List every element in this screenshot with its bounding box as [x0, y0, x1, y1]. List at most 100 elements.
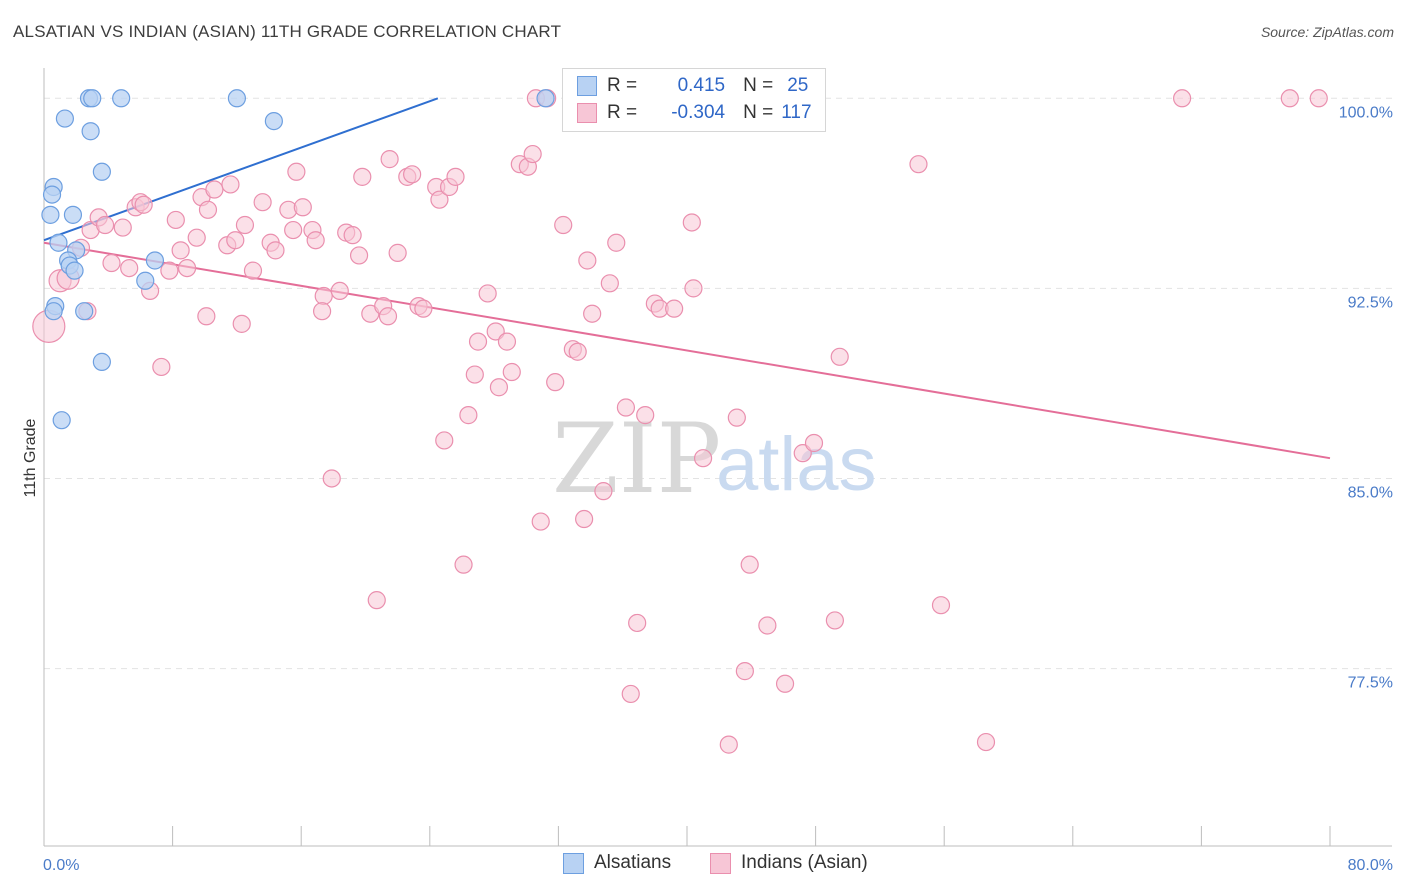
legend-item-alsatians: Alsatians: [563, 852, 671, 874]
x-tick-label: 0.0%: [43, 857, 79, 874]
data-point-indians: [435, 431, 454, 450]
legend-swatch-alsatians: [577, 76, 597, 96]
grid-lines: [44, 97, 1392, 670]
data-point-indians: [459, 406, 478, 425]
y-tick-label: 77.5%: [1348, 675, 1393, 692]
data-point-indians: [546, 373, 565, 392]
data-point-indians: [134, 195, 153, 214]
data-point-indians: [684, 279, 703, 298]
data-point-indians: [266, 241, 285, 260]
data-point-indians: [804, 433, 824, 453]
data-point-indians: [600, 274, 619, 293]
data-point-indians: [830, 347, 849, 366]
data-point-alsatians: [42, 185, 62, 204]
legend-n-value: 25: [787, 75, 809, 96]
data-point-alsatians: [44, 302, 63, 321]
data-point-alsatians: [41, 205, 60, 224]
data-point-indians: [312, 302, 332, 321]
data-point-alsatians: [92, 352, 111, 371]
data-point-indians: [740, 555, 759, 574]
data-point-indians: [349, 246, 369, 265]
data-point-indians: [322, 469, 341, 488]
legend-swatch-alsatians: [563, 852, 584, 874]
series-indians-points: [32, 89, 1328, 754]
data-point-indians: [187, 228, 206, 247]
data-point-indians: [287, 162, 306, 181]
data-point-indians: [306, 231, 325, 250]
legend-r-value: -0.304: [671, 102, 726, 123]
data-point-indians: [523, 144, 542, 164]
data-point-indians: [568, 342, 587, 361]
series-alsatians-points: [41, 89, 555, 430]
data-point-indians: [758, 616, 777, 635]
data-point-indians: [502, 362, 521, 382]
x-tick-label: 80.0%: [1348, 857, 1393, 874]
data-point-indians: [221, 175, 240, 194]
data-point-indians: [152, 357, 171, 377]
data-point-alsatians: [145, 251, 165, 270]
axes: [43, 68, 1392, 847]
data-point-indians: [825, 611, 844, 630]
data-point-indians: [976, 732, 996, 752]
y-tick-label: 92.5%: [1348, 294, 1393, 311]
data-point-indians: [454, 555, 473, 574]
y-axis-label: 11th Grade: [22, 418, 39, 497]
data-point-alsatians: [49, 233, 68, 252]
data-point-indians: [446, 167, 465, 186]
data-point-alsatians: [264, 111, 283, 131]
data-point-indians: [414, 299, 433, 318]
data-point-indians: [719, 735, 738, 754]
data-point-indians: [478, 284, 497, 303]
legend-r-label: R =: [607, 102, 638, 123]
legend-n-label: N =: [743, 102, 774, 123]
trend-line-alsatians: [43, 97, 439, 242]
data-point-indians: [1280, 89, 1299, 108]
data-point-indians: [486, 322, 505, 341]
data-point-indians: [909, 155, 928, 174]
data-point-indians: [531, 512, 550, 531]
data-point-indians: [293, 198, 312, 217]
data-point-indians: [378, 307, 398, 326]
data-point-alsatians: [81, 122, 100, 141]
data-point-alsatians: [55, 109, 74, 128]
legend-label-alsatians: Alsatians: [594, 852, 672, 873]
watermark-atlas: atlas: [716, 422, 877, 507]
data-point-alsatians: [52, 411, 71, 430]
data-point-indians: [102, 253, 121, 273]
legend-n-label: N =: [743, 75, 774, 96]
data-point-indians: [205, 180, 224, 199]
data-point-indians: [583, 304, 602, 323]
data-point-indians: [465, 365, 484, 384]
data-point-alsatians: [75, 302, 94, 321]
data-point-indians: [497, 332, 517, 351]
chart-title: ALSATIAN VS INDIAN (ASIAN) 11TH GRADE CO…: [13, 22, 562, 41]
data-point-indians: [1309, 89, 1328, 108]
data-point-indians: [727, 408, 746, 427]
data-point-indians: [95, 215, 115, 235]
legend-row-alsatians: R = 0.415 N = 25: [577, 74, 808, 98]
data-point-indians: [314, 286, 333, 306]
trend-line-indians: [43, 241, 1331, 460]
data-point-indians: [197, 307, 216, 326]
data-point-indians: [931, 596, 951, 615]
legend-r-label: R =: [607, 75, 638, 96]
data-point-indians: [353, 167, 372, 186]
data-point-indians: [367, 591, 386, 610]
data-point-indians: [628, 613, 647, 633]
data-point-alsatians: [112, 89, 131, 108]
data-point-indians: [235, 215, 255, 235]
data-point-indians: [113, 218, 132, 237]
legend-item-indians: Indians (Asian): [710, 852, 868, 874]
legend-n-value: 117: [781, 102, 812, 123]
tick-labels: 100.0% 92.5% 85.0% 77.5% 0.0% 80.0% 11th Grade: [22, 104, 1393, 874]
data-point-indians: [343, 226, 362, 245]
data-point-indians: [489, 378, 509, 397]
data-point-indians: [177, 258, 197, 278]
data-point-alsatians: [536, 89, 555, 108]
data-point-indians: [198, 200, 218, 219]
data-point-indians: [665, 299, 684, 318]
data-point-indians: [594, 482, 613, 501]
legend-swatch-indians: [577, 103, 597, 123]
